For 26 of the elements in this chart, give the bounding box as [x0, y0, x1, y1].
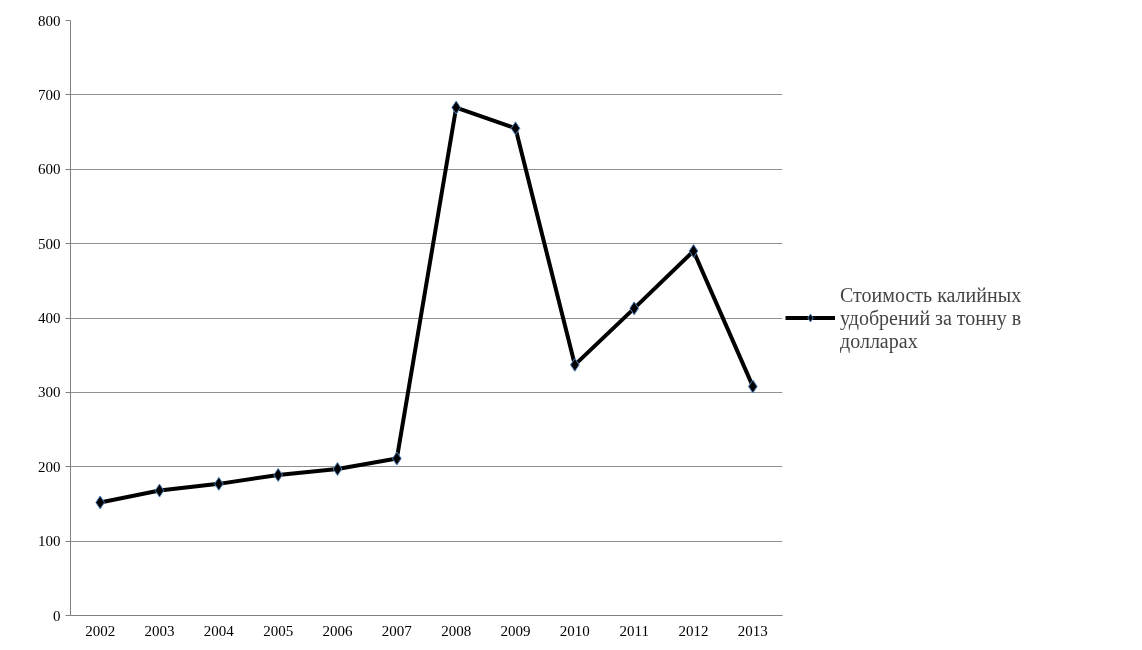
x-tick-label: 2005: [263, 622, 294, 639]
point: [688, 244, 699, 259]
y-tick-label: 400: [38, 310, 61, 326]
y-tick-label: 800: [38, 12, 61, 29]
point: [332, 461, 343, 476]
x-tick-label: 2003: [144, 622, 175, 639]
y-tick-label: 200: [38, 458, 61, 475]
x-tick-label: 2004: [203, 622, 235, 639]
x-tick-label: 2010: [559, 622, 590, 639]
x-tick-label: 2007: [381, 622, 413, 639]
x-tick-label: 2012: [678, 622, 709, 639]
point: [510, 121, 521, 136]
y-tick-label: 100: [38, 533, 61, 550]
x-tick-label: 2008: [441, 622, 472, 639]
point: [154, 483, 165, 498]
x-tick-label: 2013: [737, 622, 768, 639]
x-tick-label: 2011: [619, 622, 649, 639]
legend-label: Стоимость калийных удобрений за тонну в долларах: [840, 283, 1022, 352]
y-tick-label: 600: [38, 161, 61, 178]
y-tick-label: 700: [38, 86, 61, 103]
y-tick-label: 500: [38, 235, 61, 252]
x-tick-label: 2006: [322, 622, 353, 639]
y-tick-label: 300: [38, 384, 61, 401]
x-tick-label: 2002: [85, 622, 116, 639]
x-tick-label: 2009: [500, 622, 531, 639]
y-tick-label: 0: [53, 607, 61, 624]
